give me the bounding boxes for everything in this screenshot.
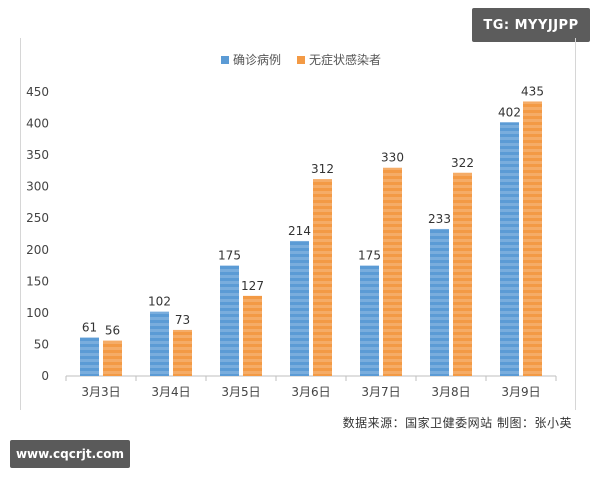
data-label: 73 bbox=[175, 313, 190, 327]
watermark-url: www.cqcrjt.com bbox=[10, 440, 130, 468]
data-label: 102 bbox=[148, 295, 171, 309]
y-tick-label: 350 bbox=[26, 148, 49, 162]
bar-confirmed bbox=[80, 337, 99, 376]
data-label: 312 bbox=[311, 162, 334, 176]
y-tick-label: 300 bbox=[26, 180, 49, 194]
bar-asymptomatic bbox=[453, 172, 472, 376]
bar-asymptomatic bbox=[103, 340, 122, 376]
legend-label-0: 确诊病例 bbox=[233, 52, 281, 67]
y-tick-label: 450 bbox=[26, 85, 49, 99]
bar-chart: 确诊病例 无症状感染者 0 50 100 150 200 250 300 350 400 450 61 5… bbox=[26, 52, 557, 399]
legend-swatch-0 bbox=[221, 56, 229, 64]
legend-label-1: 无症状感染者 bbox=[309, 52, 381, 67]
y-tick-label: 200 bbox=[26, 243, 49, 257]
bar-asymptomatic bbox=[383, 167, 402, 376]
x-tick-label: 3月4日 bbox=[151, 385, 190, 399]
y-tick-label: 150 bbox=[26, 274, 49, 288]
data-label: 322 bbox=[451, 156, 474, 170]
x-tick-label: 3月6日 bbox=[291, 385, 330, 399]
x-tick-label: 3月3日 bbox=[81, 385, 120, 399]
y-tick-label: 50 bbox=[34, 337, 49, 351]
x-tick-label: 3月9日 bbox=[501, 385, 540, 399]
data-label: 56 bbox=[105, 324, 120, 338]
bar-confirmed bbox=[290, 240, 309, 376]
bar-confirmed bbox=[150, 311, 169, 376]
bar-asymptomatic bbox=[523, 101, 542, 376]
x-tick-label: 3月8日 bbox=[431, 385, 470, 399]
bar-confirmed bbox=[430, 228, 449, 376]
legend-swatch-1 bbox=[297, 56, 305, 64]
bar-confirmed bbox=[360, 265, 379, 376]
data-label: 61 bbox=[82, 321, 97, 335]
data-label: 233 bbox=[428, 212, 451, 226]
data-label: 435 bbox=[521, 84, 544, 98]
data-label: 330 bbox=[381, 151, 404, 165]
y-tick-label: 250 bbox=[26, 211, 49, 225]
x-tick-label: 3月5日 bbox=[221, 385, 260, 399]
bar-confirmed bbox=[220, 265, 239, 376]
chart-frame: 确诊病例 无症状感染者 0 50 100 150 200 250 300 350 400 450 61 5… bbox=[20, 38, 576, 410]
watermark-tg: TG: MYYJJPP bbox=[472, 8, 590, 42]
source-note: 数据来源：国家卫健委网站 制图：张小英 bbox=[342, 416, 572, 430]
bar-confirmed bbox=[500, 122, 519, 376]
y-tick-label: 400 bbox=[26, 117, 49, 131]
x-tick-label: 3月7日 bbox=[361, 385, 400, 399]
data-label: 402 bbox=[498, 105, 521, 119]
bar-asymptomatic bbox=[173, 329, 192, 376]
data-label: 175 bbox=[218, 249, 241, 263]
bar-asymptomatic bbox=[243, 295, 262, 376]
data-label: 175 bbox=[358, 249, 381, 263]
y-tick-label: 100 bbox=[26, 306, 49, 320]
y-tick-label: 0 bbox=[41, 369, 49, 383]
data-label: 127 bbox=[241, 279, 264, 293]
data-label: 214 bbox=[288, 224, 311, 238]
bar-asymptomatic bbox=[313, 179, 332, 376]
